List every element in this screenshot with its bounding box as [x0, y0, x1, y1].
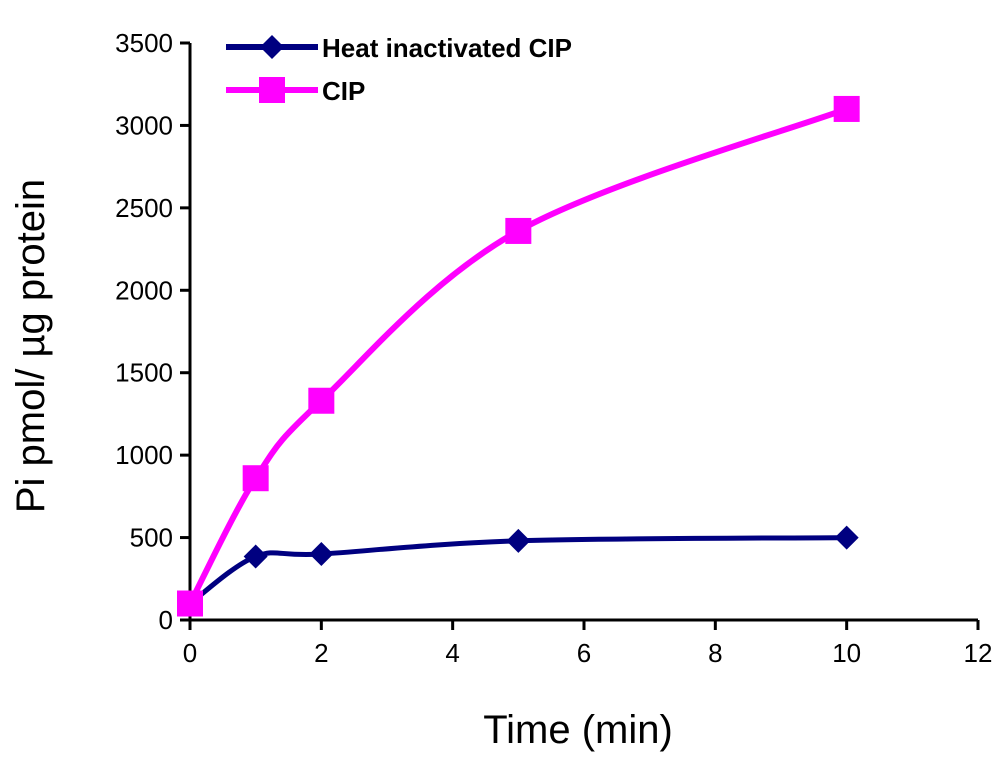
y-tick-label: 2000	[115, 275, 173, 305]
data-point-cip	[242, 465, 269, 492]
x-tick-label: 4	[445, 638, 459, 668]
legend-marker-heat-inactivated-cip	[260, 35, 284, 59]
data-point-heat-inactivated-cip	[243, 544, 268, 569]
legend-label-cip: CIP	[322, 76, 365, 106]
x-tick-label: 2	[314, 638, 328, 668]
legend: Heat inactivated CIP CIP	[226, 33, 572, 106]
x-ticks: 0 2 4 6 8 10 12	[183, 620, 993, 668]
x-tick-label: 10	[832, 638, 861, 668]
y-tick-label: 1500	[115, 358, 173, 388]
x-tick-label: 8	[708, 638, 722, 668]
data-point-cip	[833, 95, 860, 122]
data-point-heat-inactivated-cip	[309, 542, 334, 567]
data-point-cip	[505, 217, 532, 244]
x-tick-label: 12	[964, 638, 993, 668]
data-point-cip	[308, 387, 335, 414]
y-tick-label: 2500	[115, 193, 173, 223]
y-tick-label: 1000	[115, 440, 173, 470]
x-tick-label: 0	[183, 638, 197, 668]
data-point-heat-inactivated-cip	[834, 525, 859, 550]
legend-entry-cip: CIP	[226, 76, 365, 106]
series-cip	[177, 95, 860, 617]
y-ticks: 0 500 1000 1500 2000 2500 3000 3500	[115, 28, 190, 635]
series-layer	[177, 95, 860, 617]
x-tick-label: 6	[577, 638, 591, 668]
series-heat-inactivated-cip	[178, 525, 859, 616]
legend-marker-cip	[259, 77, 285, 103]
axes: 0 500 1000 1500 2000 2500 3000 3500 0 2 4 6 8 10 12	[115, 28, 992, 668]
legend-entry-heat-inactivated-cip: Heat inactivated CIP	[226, 33, 572, 63]
y-tick-label: 0	[159, 605, 173, 635]
legend-label-heat-inactivated-cip: Heat inactivated CIP	[322, 33, 572, 63]
y-tick-label: 3500	[115, 28, 173, 58]
series-line-cip	[187, 106, 848, 605]
x-axis-title: Time (min)	[483, 708, 673, 752]
data-point-heat-inactivated-cip	[506, 528, 531, 553]
y-tick-label: 500	[130, 523, 173, 553]
y-tick-label: 3000	[115, 110, 173, 140]
y-axis-title: Pi pmol/ µg protein	[9, 179, 53, 513]
data-point-cip	[177, 590, 203, 617]
